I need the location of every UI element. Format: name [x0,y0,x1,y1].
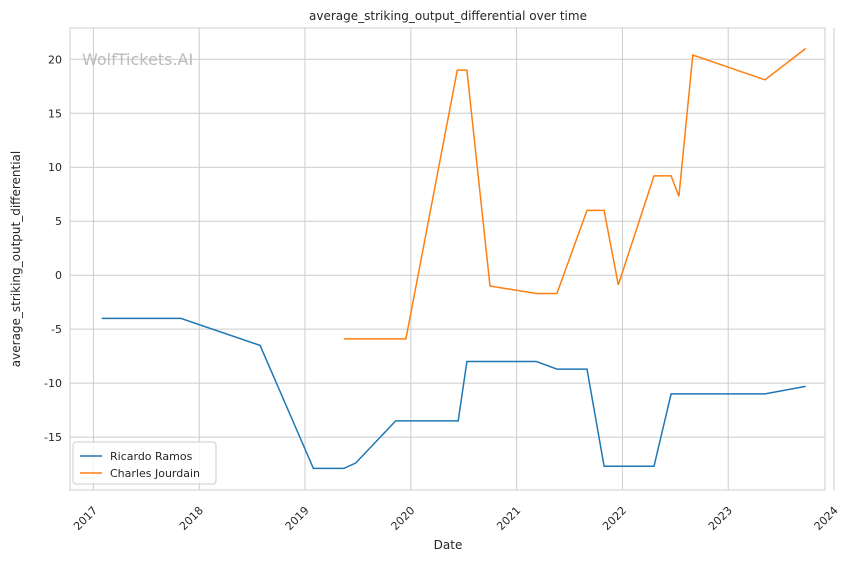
y-tick-label: -15 [44,431,62,444]
x-axis-label: Date [434,538,463,552]
legend: Ricardo Ramos Charles Jourdain [72,441,217,485]
x-tick-label: 2018 [177,504,206,533]
y-tick-label: 10 [48,161,62,174]
x-tick-label: 2022 [600,504,629,533]
y-axis-label: average_striking_output_differential [9,151,23,367]
y-tick-label: 15 [48,107,62,120]
x-tick-label: 2020 [389,504,418,533]
y-tick-label: 20 [48,53,62,66]
y-tick-label: -5 [51,323,62,336]
y-tick-label: 0 [55,269,62,282]
plot-frame [69,27,826,491]
legend-label: Ricardo Ramos [110,450,193,463]
x-tick-label: 2024 [812,504,841,533]
series-line-0 [101,317,806,470]
legend-label: Charles Jourdain [110,467,200,480]
x-tick-label: 2019 [283,504,312,533]
x-tick-label: 2021 [494,504,523,533]
watermark: WolfTickets.AI [82,50,193,69]
x-tick-label: 2023 [706,504,735,533]
y-tick-label: 5 [55,215,62,228]
chart-title: average_striking_output_differential ove… [309,9,587,23]
x-tick-label: 2017 [71,504,100,533]
series-line-1 [343,47,807,340]
y-tick-label: -10 [44,377,62,390]
